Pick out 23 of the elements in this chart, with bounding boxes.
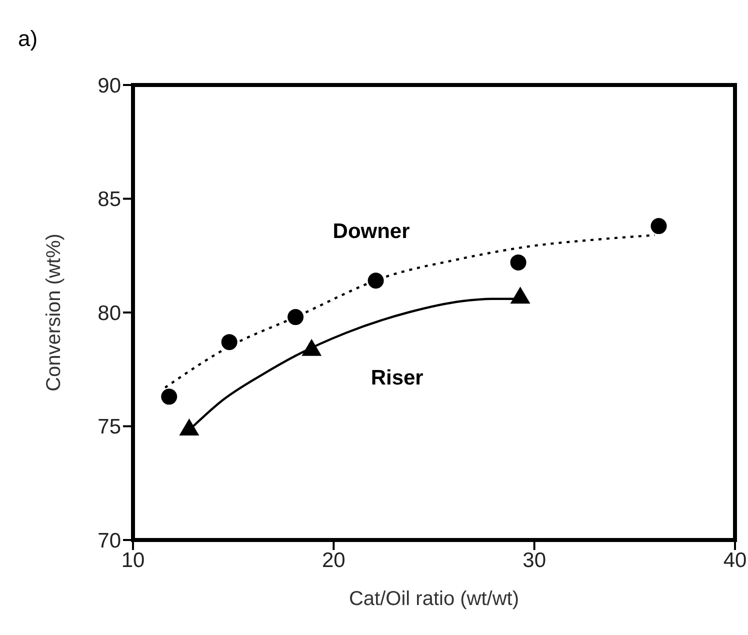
point — [650, 218, 667, 234]
x-tick-label: 10 — [121, 548, 145, 572]
point — [288, 309, 304, 326]
point — [161, 388, 178, 405]
text: Riser — [370, 366, 424, 390]
y-tick-label: 80 — [98, 302, 121, 325]
y-axis-title: Conversion (wt%) — [43, 234, 66, 392]
x-axis-title: Cat/Oil ratio (wt/wt) — [348, 588, 520, 610]
y-tick-label: 75 — [98, 416, 121, 439]
chart-title: a) — [18, 26, 38, 52]
point — [510, 286, 530, 304]
series-label: Downer — [332, 220, 410, 244]
x-tick-label: 40 — [723, 548, 747, 572]
x-tick-label: 30 — [522, 548, 546, 572]
point — [221, 334, 238, 350]
y-tick-label: 85 — [98, 188, 121, 212]
y-tick-label: 70 — [98, 529, 121, 552]
point — [179, 418, 200, 436]
point — [510, 254, 526, 270]
point — [368, 272, 384, 289]
y-tick-label: 90 — [98, 74, 121, 98]
point — [302, 338, 322, 356]
x-tick-label: 20 — [322, 548, 346, 572]
